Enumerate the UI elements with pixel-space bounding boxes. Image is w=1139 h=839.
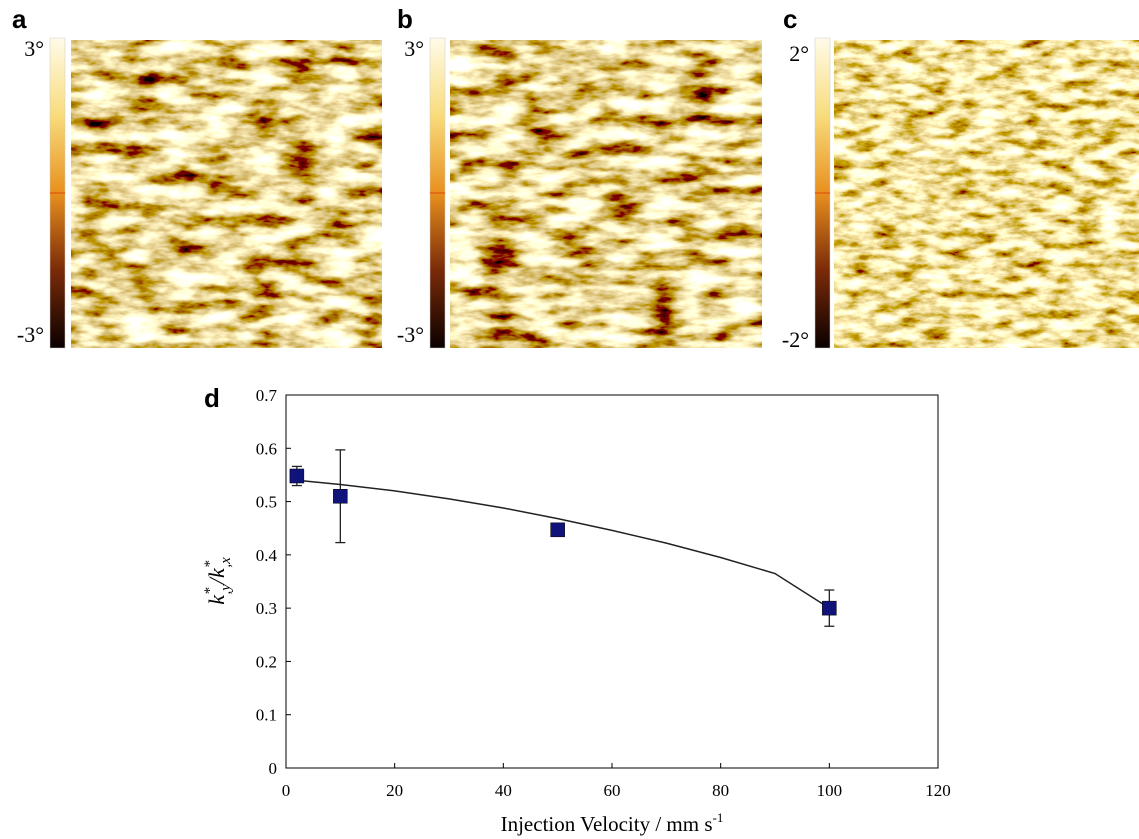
y-tick-label: 0.4 (256, 546, 278, 565)
data-point (550, 522, 565, 538)
x-tick-label: 100 (817, 781, 843, 800)
panel-label: b (397, 4, 413, 34)
x-axis-label: Injection Velocity / mm s-1 (501, 810, 724, 836)
x-label-text: Injection Velocity / mm s (501, 812, 713, 836)
y-tick-label: 0.2 (256, 652, 277, 671)
x-tick-label: 40 (495, 781, 512, 800)
x-label-sup: -1 (713, 810, 724, 825)
y-tick-label: 0.7 (256, 386, 278, 405)
x-tick-label: 120 (925, 781, 951, 800)
y-tick-label: 0.5 (256, 493, 277, 512)
y-label-part: / (204, 576, 229, 586)
data-point (333, 488, 348, 504)
colorbar-min-label: -3° (17, 322, 44, 347)
panel-label: a (12, 4, 27, 34)
colorbar-min-label: -2° (782, 327, 809, 352)
y-label-part: * (202, 560, 218, 568)
panel-label: c (783, 4, 797, 34)
y-tick-label: 0.6 (256, 439, 277, 458)
y-label-part: ,y (218, 584, 234, 595)
plot-frame (285, 394, 939, 769)
colorbar-max-label: 3° (24, 36, 44, 61)
y-tick-label: 0 (269, 759, 278, 778)
y-label-part: * (202, 587, 218, 595)
texture-image (71, 40, 382, 348)
panel-label: d (204, 383, 220, 413)
texture-image (450, 40, 762, 348)
texture-image (834, 40, 1139, 348)
x-tick-label: 80 (712, 781, 729, 800)
y-tick-label: 0.1 (256, 706, 277, 725)
data-point (289, 468, 305, 484)
colorbar-max-label: 3° (404, 36, 424, 61)
y-label-part: ,x (218, 557, 234, 568)
x-tick-label: 60 (604, 781, 621, 800)
data-point (822, 600, 837, 616)
y-axis-label: k*,y/k*,x (202, 557, 234, 605)
y-label-part: k (204, 594, 229, 605)
fit-line (296, 479, 830, 609)
colorbar-max-label: 2° (789, 41, 809, 66)
colorbar-min-label: -3° (397, 322, 424, 347)
x-tick-label: 0 (282, 781, 291, 800)
y-label-part: k (204, 567, 229, 578)
x-tick-label: 20 (386, 781, 403, 800)
y-tick-label: 0.3 (256, 599, 277, 618)
